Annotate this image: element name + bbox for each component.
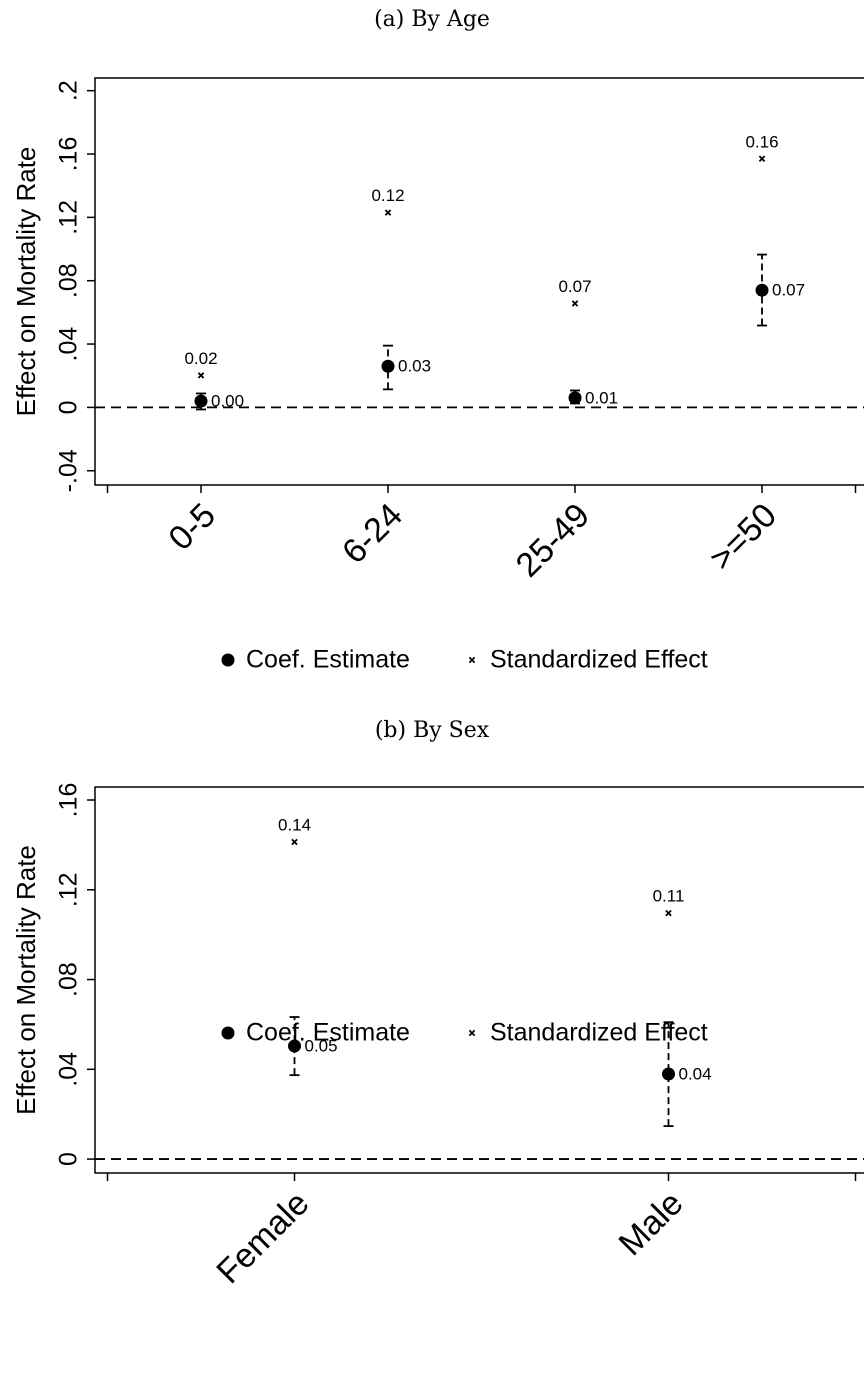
x-tick-label: 6-24 xyxy=(335,496,410,571)
data-label: 0.01 xyxy=(585,388,618,407)
point xyxy=(381,359,395,373)
data-label: 0.02 xyxy=(184,349,217,368)
data-label: 0.07 xyxy=(772,281,805,300)
point xyxy=(221,1026,235,1040)
plot-frame xyxy=(94,786,864,1174)
error-bar xyxy=(289,1016,300,1077)
point xyxy=(468,656,476,664)
y-tick-label: .04 xyxy=(55,1052,83,1087)
point xyxy=(662,1067,675,1081)
data-label: 0.12 xyxy=(371,186,404,205)
y-tick-label: .16 xyxy=(55,137,83,172)
point xyxy=(221,653,235,667)
y-tick-label: 0 xyxy=(55,1152,83,1166)
point xyxy=(291,838,298,846)
y-axis-label: Effect on Mortality Rate xyxy=(11,845,41,1115)
y-tick-label: .08 xyxy=(55,263,83,298)
point xyxy=(665,909,672,917)
plot-frame xyxy=(94,77,864,486)
chart-title: (b) By Sex xyxy=(375,718,490,743)
y-axis-label: Effect on Mortality Rate xyxy=(11,147,41,417)
y-tick-label: -.04 xyxy=(55,449,83,492)
y-tick-label: .12 xyxy=(55,200,83,235)
legend-label: Coef. Estimate xyxy=(246,646,410,674)
point xyxy=(571,300,579,307)
data-label: 0.11 xyxy=(653,887,685,906)
chart-title: (a) By Age xyxy=(374,7,490,32)
x-tick-label: 25-49 xyxy=(509,496,597,584)
legend-label: Standardized Effect xyxy=(490,646,708,674)
y-tick-label: .08 xyxy=(55,962,83,997)
y-tick-label: .04 xyxy=(55,327,83,362)
panel: (a) By Age Effect on Mortality Rate -.04 0.… xyxy=(11,7,864,674)
point xyxy=(758,155,766,163)
legend-label: Standardized Effect xyxy=(490,1019,708,1047)
point xyxy=(288,1039,301,1053)
point xyxy=(194,394,208,408)
x-tick-label: Female xyxy=(209,1184,316,1291)
error-bar xyxy=(383,344,393,391)
data-label: 0.07 xyxy=(558,277,591,296)
data-label: 0.16 xyxy=(745,132,778,151)
x-tick-label: >=50 xyxy=(702,496,784,578)
x-tick-label: 0-5 xyxy=(161,496,223,558)
point xyxy=(468,1029,476,1037)
data-label: 0.03 xyxy=(398,357,431,376)
data-label: 0.00 xyxy=(211,392,244,411)
error-bar xyxy=(663,1021,674,1127)
y-tick-label: .16 xyxy=(55,783,83,818)
legend-label: Coef. Estimate xyxy=(246,1019,410,1047)
data-label: 0.14 xyxy=(278,815,311,834)
y-tick-label: 0 xyxy=(55,400,83,414)
point xyxy=(568,391,582,405)
point xyxy=(755,283,769,297)
data-label: 0.04 xyxy=(679,1065,712,1084)
y-tick-label: .2 xyxy=(55,80,83,101)
point xyxy=(197,372,205,379)
y-tick-label: .12 xyxy=(55,872,83,907)
point xyxy=(384,209,392,216)
data-label: 0.05 xyxy=(305,1036,338,1055)
x-tick-label: Male xyxy=(612,1184,691,1263)
